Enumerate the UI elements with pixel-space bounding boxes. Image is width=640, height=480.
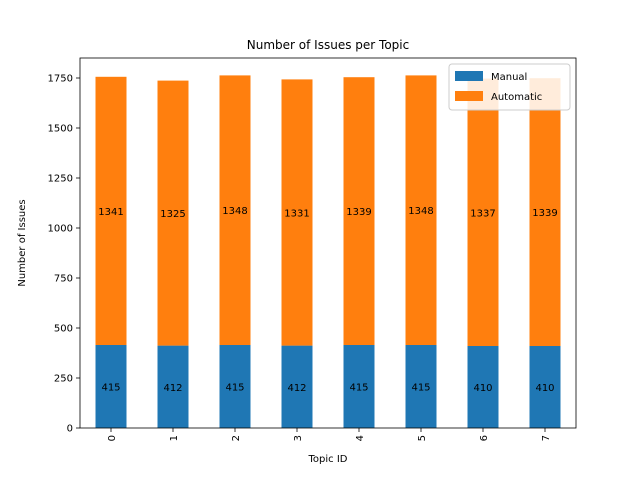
- x-tick-label: 2: [231, 435, 242, 441]
- data-label-manual-3: 412: [287, 383, 306, 394]
- bar-automatic-4: [343, 77, 375, 345]
- bar-manual-1: [157, 345, 189, 428]
- bar-automatic-0: [95, 76, 127, 346]
- x-tick-label: 6: [479, 435, 490, 441]
- data-label-automatic-2: 1348: [222, 206, 247, 217]
- data-label-automatic-1: 1325: [160, 209, 185, 220]
- y-tick-label: 500: [54, 324, 73, 335]
- data-label-automatic-7: 1339: [532, 208, 557, 219]
- x-tick-label: 1: [169, 435, 180, 441]
- bar-automatic-3: [281, 79, 313, 346]
- y-tick-label: 1250: [48, 174, 73, 185]
- bar-automatic-5: [405, 75, 437, 346]
- legend-label-automatic: Automatic: [491, 92, 542, 103]
- x-axis-title: Topic ID: [308, 454, 348, 465]
- x-tick-label: 4: [355, 435, 366, 441]
- x-tick-label: 5: [417, 435, 428, 441]
- data-label-manual-1: 412: [163, 383, 182, 394]
- y-tick-label: 1750: [48, 74, 73, 85]
- data-label-automatic-5: 1348: [408, 206, 433, 217]
- data-labels-group: 415 1341 412 1325 415 1348 412 1331 415 1339 415 13…: [98, 206, 557, 394]
- legend-label-manual: Manual: [491, 72, 527, 83]
- legend-swatch-automatic: [455, 91, 483, 101]
- data-label-manual-7: 410: [535, 383, 554, 394]
- x-tick-label: 0: [107, 435, 118, 441]
- legend: Manual Automatic: [448, 63, 571, 111]
- y-axis-title: Number of Issues: [17, 199, 28, 286]
- data-label-automatic-4: 1339: [346, 207, 371, 218]
- y-axis: 0 250 500 750 1000 1250 1500 1750: [48, 74, 80, 435]
- y-tick-label: 750: [54, 274, 73, 285]
- chart-title: Number of Issues per Topic: [247, 38, 409, 52]
- bar-manual-3: [281, 345, 313, 428]
- bar-automatic-7: [529, 78, 561, 346]
- bar-manual-0: [95, 345, 127, 428]
- bar-automatic-1: [157, 80, 189, 346]
- legend-swatch-manual: [455, 71, 483, 81]
- x-axis: 0 1 2 3 4 5 6 7: [107, 428, 552, 441]
- plot-frame: [79, 57, 577, 429]
- bar-automatic-6: [467, 78, 499, 346]
- bar-automatic-2: [219, 75, 251, 346]
- data-label-manual-5: 415: [411, 383, 430, 394]
- data-label-manual-0: 415: [101, 383, 120, 394]
- y-tick-label: 1000: [48, 224, 73, 235]
- data-label-automatic-0: 1341: [98, 207, 123, 218]
- bar-manual-2: [219, 345, 251, 428]
- bar-manual-7: [529, 346, 561, 428]
- y-tick-label: 0: [67, 424, 73, 435]
- y-tick-label: 1500: [48, 124, 73, 135]
- data-label-automatic-6: 1337: [470, 208, 495, 219]
- bar-manual-5: [405, 345, 437, 428]
- bar-manual-6: [467, 346, 499, 428]
- legend-frame: [448, 63, 571, 111]
- y-tick-label: 250: [54, 374, 73, 385]
- x-tick-label: 3: [293, 435, 304, 441]
- x-tick-label: 7: [541, 435, 552, 441]
- bars-group: [95, 75, 561, 428]
- data-label-automatic-3: 1331: [284, 209, 309, 220]
- data-label-manual-6: 410: [473, 383, 492, 394]
- data-label-manual-2: 415: [225, 383, 244, 394]
- bar-manual-4: [343, 345, 375, 428]
- data-label-manual-4: 415: [349, 383, 368, 394]
